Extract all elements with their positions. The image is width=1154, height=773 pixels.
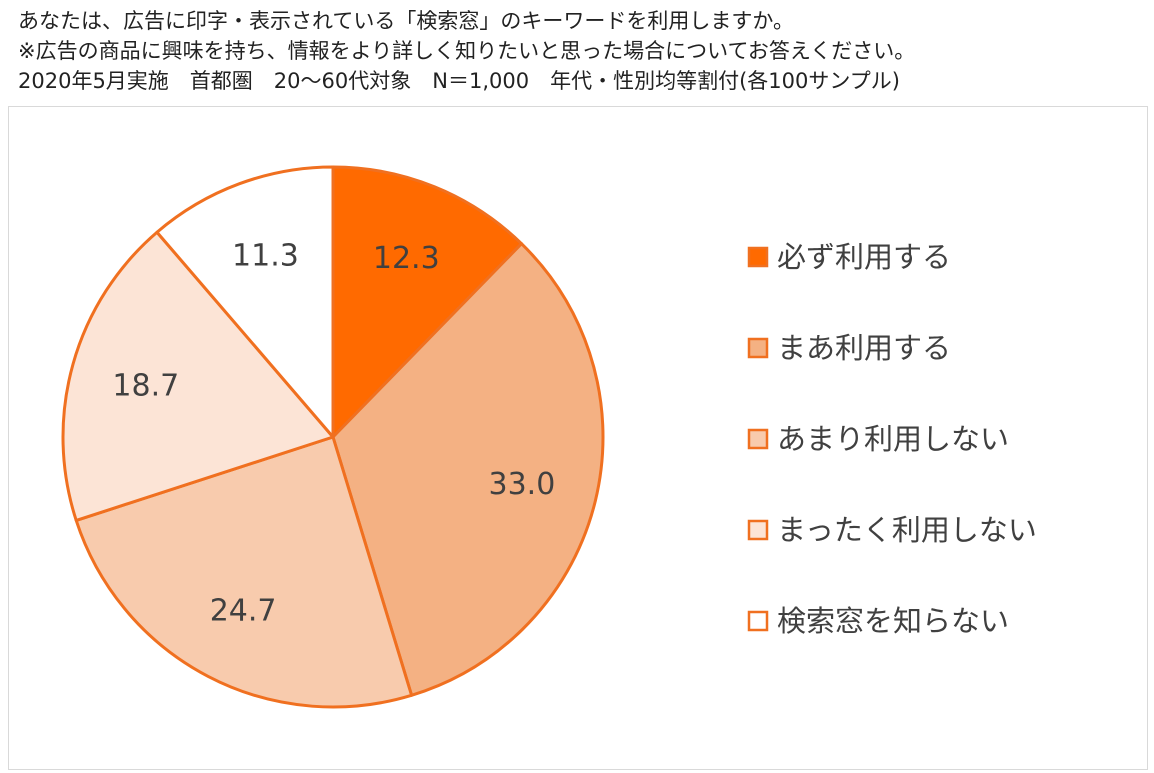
legend-swatch-2 xyxy=(747,337,769,359)
pie-slice-1 xyxy=(331,165,524,439)
pie-slice-3 xyxy=(74,435,414,709)
question-note: ※広告の商品に興味を持ち、情報をより詳しく知りたいと思った場合についてお答えくだ… xyxy=(18,39,916,63)
data-label-4: 18.7 xyxy=(112,369,179,404)
question-header: あなたは、広告に印字・表示されている「検索窓」のキーワードを利用しますか。 ※広… xyxy=(18,6,915,96)
legend-swatch-5 xyxy=(747,610,769,632)
legend-swatch-4 xyxy=(747,519,769,541)
pie-slice-4 xyxy=(61,230,335,522)
legend-label-2: まあ利用する xyxy=(777,331,951,365)
data-label-1: 12.3 xyxy=(373,241,440,276)
data-label-5: 11.3 xyxy=(232,239,299,274)
legend-label-1: 必ず利用する xyxy=(777,240,951,274)
data-labels: 12.3 33.0 24.7 18.7 11.3 xyxy=(112,239,555,629)
pie-slice-2 xyxy=(331,242,605,697)
legend-label-4: まったく利用しない xyxy=(777,513,1037,547)
pie-slices xyxy=(61,165,605,709)
pie-slice-5 xyxy=(155,165,335,439)
data-label-2: 33.0 xyxy=(488,467,555,502)
question-text: あなたは、広告に印字・表示されている「検索窓」のキーワードを利用しますか。 xyxy=(18,9,794,33)
chart-frame xyxy=(8,106,1148,770)
legend-swatch-3 xyxy=(747,428,769,450)
legend-label-3: あまり利用しない xyxy=(777,422,1009,456)
data-label-3: 24.7 xyxy=(210,593,277,628)
legend-swatch-1 xyxy=(747,246,769,268)
legend-label-5: 検索窓を知らない xyxy=(777,604,1009,638)
survey-info: 2020年5月実施 首都圏 20〜60代対象 N＝1,000 年代・性別均等割付… xyxy=(18,69,900,93)
